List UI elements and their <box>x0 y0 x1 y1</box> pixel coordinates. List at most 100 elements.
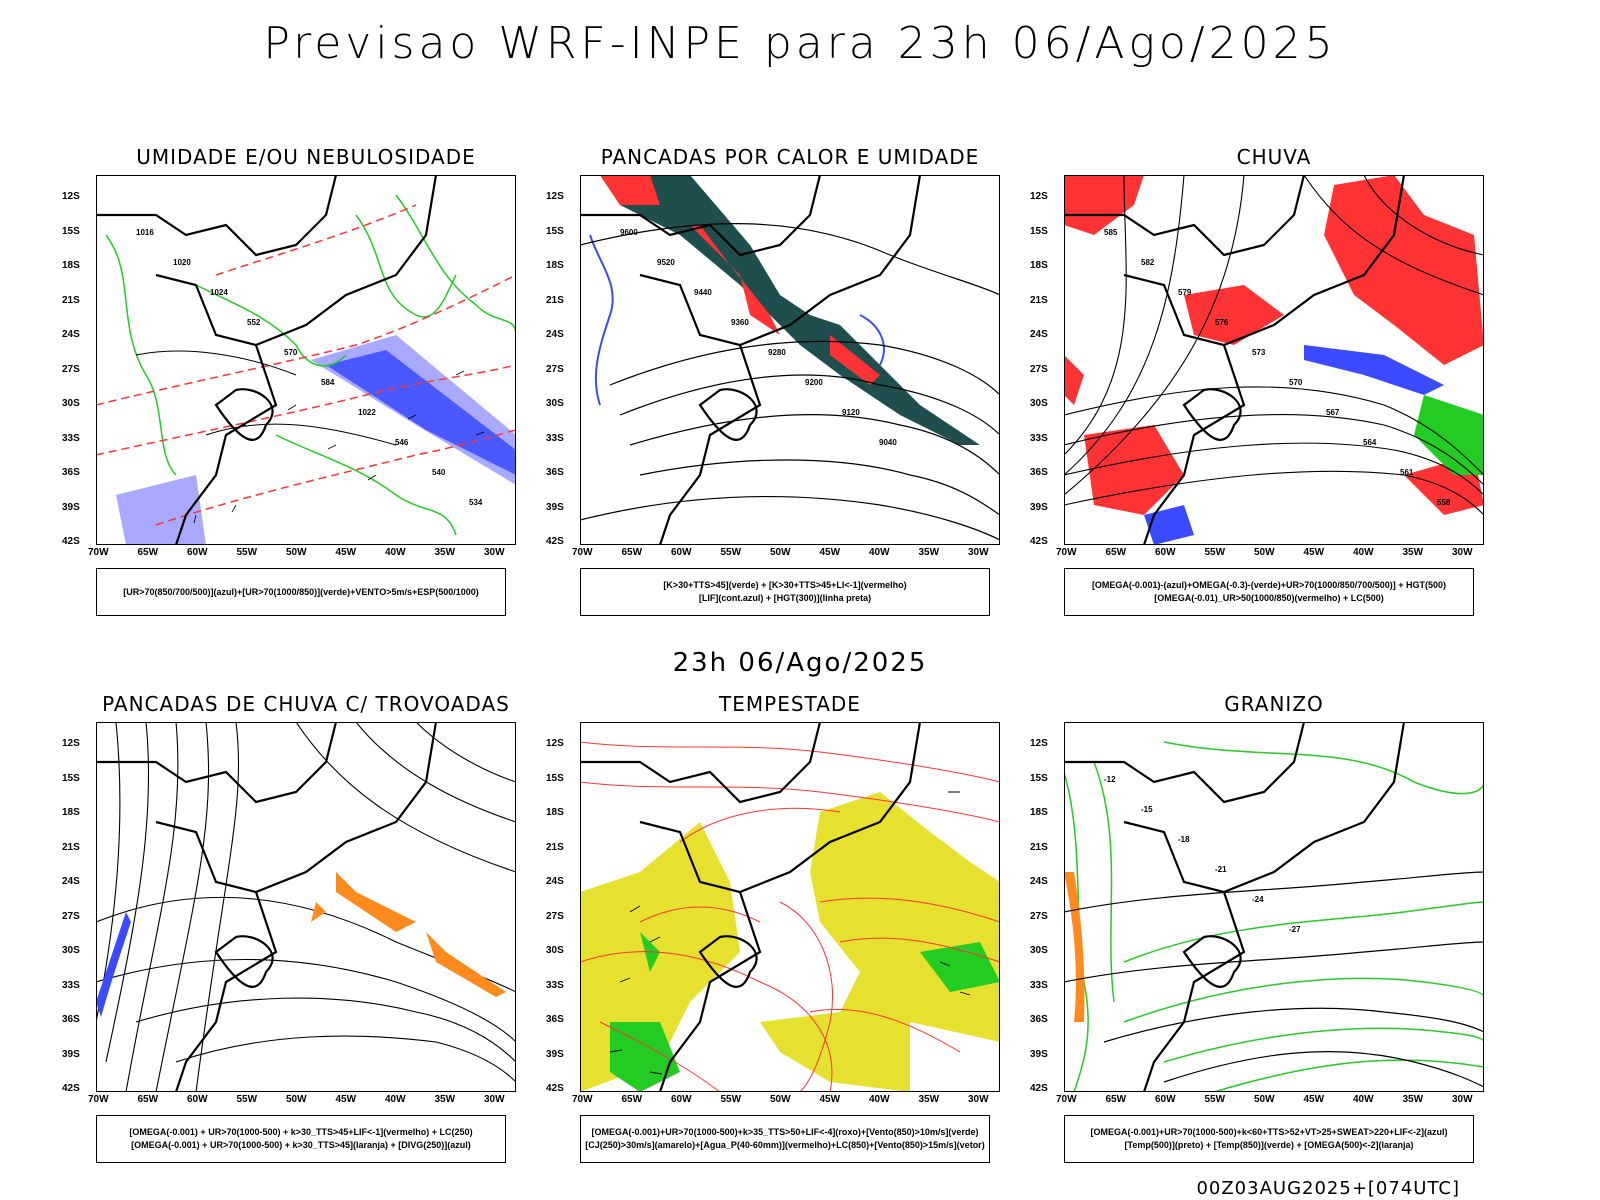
lon-tick-label: 55W <box>1204 547 1226 558</box>
divergence-area <box>96 912 131 1017</box>
lon-tick-label: 45W <box>1303 1094 1325 1105</box>
lon-tick-label: 65W <box>621 547 643 558</box>
lon-tick-label: 30W <box>968 547 989 558</box>
lon-tick-label: 45W <box>819 547 841 558</box>
lif-contour <box>589 234 885 406</box>
lat-tick-label: 18S <box>1030 807 1048 818</box>
lon-tick-label: 55W <box>236 547 258 558</box>
lon-tick-label: 50W <box>1254 547 1275 558</box>
green-rain-area <box>1414 395 1484 475</box>
contour-label: 9520 <box>657 258 675 267</box>
panel-title: TEMPESTADE <box>719 692 861 716</box>
lon-tick-label: 65W <box>137 1094 159 1105</box>
lat-tick-label: 24S <box>62 329 80 340</box>
lon-tick-label: 40W <box>385 547 406 558</box>
contour-label: -12 <box>1104 775 1116 784</box>
map-pancadas-calor: 9600 9520 9440 9360 9280 9200 9120 9040 <box>580 175 1000 545</box>
legend-line: [LIF](cont.azul) + [HGT(300)](linha pret… <box>698 593 872 603</box>
lon-tick-label: 55W <box>720 1094 742 1105</box>
lat-tick-label: 21S <box>546 294 564 306</box>
contour-label: 570 <box>1289 378 1303 387</box>
lon-tick-label: 50W <box>770 547 791 558</box>
lon-tick-label: 40W <box>1353 1094 1374 1105</box>
lon-tick-label: 40W <box>869 1094 890 1105</box>
lon-tick-label: 40W <box>385 1094 406 1105</box>
panel-chuva: CHUVA <box>1004 145 1484 625</box>
panel-pancadas-calor: PANCADAS POR CALOR E UMIDADE 9600 95 <box>520 145 1000 625</box>
lon-tick-label: 70W <box>88 1094 109 1105</box>
lat-tick-label: 21S <box>62 294 80 306</box>
lat-tick-label: 27S <box>1030 910 1048 922</box>
lon-tick-label: 50W <box>1254 1094 1275 1105</box>
mid-time: 23h 06/Ago/2025 <box>672 648 928 678</box>
lat-tick-label: 27S <box>1030 363 1048 375</box>
lon-tick-label: 45W <box>335 547 357 558</box>
lat-tick-label: 30S <box>1030 398 1048 409</box>
lon-tick-label: 30W <box>1452 547 1473 558</box>
contour-label: -15 <box>1141 805 1153 814</box>
lat-tick-label: 24S <box>62 876 80 887</box>
contour-label: 576 <box>1215 318 1229 327</box>
contour-label: 573 <box>1252 348 1266 357</box>
lat-tick-label: 21S <box>1030 841 1048 853</box>
lat-tick-label: 36S <box>62 1014 80 1025</box>
legend-chuva: [OMEGA(-0.001)-(azul)+OMEGA(-0.3)-(verde… <box>1064 568 1474 616</box>
lat-tick-label: 12S <box>1030 191 1048 202</box>
contour-label: 9040 <box>879 438 897 447</box>
lon-tick-label: 60W <box>187 547 208 558</box>
lat-tick-label: 30S <box>62 398 80 409</box>
lon-tick-label: 50W <box>770 1094 791 1105</box>
lon-tick-label: 35W <box>434 1094 456 1105</box>
lon-tick-label: 60W <box>1155 1094 1176 1105</box>
contour-label: 9360 <box>731 318 749 327</box>
lon-tick-label: 65W <box>621 1094 643 1105</box>
lat-tick-label: 24S <box>546 329 564 340</box>
contour-label: 561 <box>1400 468 1414 477</box>
lat-tick-label: 21S <box>546 841 564 853</box>
lat-tick-label: 30S <box>1030 945 1048 956</box>
lat-tick-label: 27S <box>546 910 564 922</box>
thunderstorm-area <box>311 872 506 997</box>
lon-tick-label: 30W <box>1452 1094 1473 1105</box>
lon-tick-label: 60W <box>671 1094 692 1105</box>
contour-label: 1022 <box>358 408 376 417</box>
humidity-south <box>116 475 206 545</box>
panel-title: GRANIZO <box>1224 692 1324 716</box>
lat-tick-label: 36S <box>1030 467 1048 478</box>
lat-tick-label: 42S <box>62 1083 80 1094</box>
panel-granizo: GRANIZO <box>1004 692 1484 1172</box>
lon-tick-label: 35W <box>1402 1094 1424 1105</box>
lon-tick-label: 70W <box>88 547 109 558</box>
lat-tick-label: 39S <box>62 501 80 513</box>
lon-tick-label: 70W <box>1056 1094 1077 1105</box>
contour-label: 585 <box>1104 228 1118 237</box>
omega-area <box>1144 345 1444 545</box>
rain-area <box>1064 175 1484 515</box>
panel-tempestade: TEMPESTADE <box>520 692 1000 1172</box>
lon-tick-label: 45W <box>819 1094 841 1105</box>
lon-tick-label: 65W <box>137 547 159 558</box>
contour-label: 579 <box>1178 288 1192 297</box>
lon-tick-label: 30W <box>484 1094 505 1105</box>
lat-tick-label: 21S <box>1030 294 1048 306</box>
contour-label: 9200 <box>805 378 823 387</box>
legend-line: [OMEGA(-0.001) + UR>70(1000-500) + k>30_… <box>131 1140 471 1150</box>
lat-tick-label: 42S <box>62 536 80 547</box>
streamlines <box>580 741 1000 1092</box>
lat-tick-label: 12S <box>546 191 564 202</box>
lat-tick-label: 42S <box>1030 536 1048 547</box>
lon-tick-label: 70W <box>1056 547 1077 558</box>
lat-tick-label: 18S <box>546 260 564 271</box>
lat-tick-label: 15S <box>546 225 564 237</box>
lat-tick-label: 21S <box>62 841 80 853</box>
contour-label: 9120 <box>842 408 860 417</box>
lat-tick-label: 18S <box>62 807 80 818</box>
lat-tick-label: 18S <box>546 807 564 818</box>
legend-line: [OMEGA(-0.001)-(azul)+OMEGA(-0.3)-(verde… <box>1091 580 1447 590</box>
instability-core <box>600 175 880 385</box>
lat-tick-label: 39S <box>1030 1048 1048 1060</box>
lat-tick-label: 24S <box>1030 329 1048 340</box>
lon-tick-label: 45W <box>335 1094 357 1105</box>
contour-label: 558 <box>1437 498 1451 507</box>
instability-area <box>600 175 980 445</box>
